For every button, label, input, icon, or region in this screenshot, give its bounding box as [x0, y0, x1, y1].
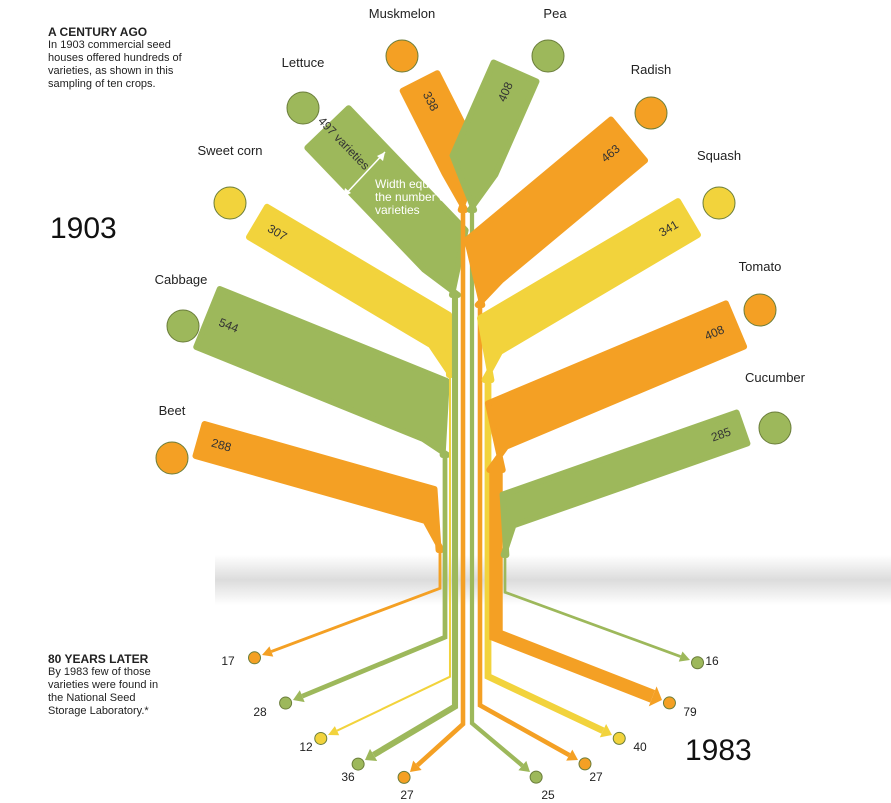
header-text: By 1983 few of those varieties were foun…	[48, 666, 158, 717]
crop-name: Sweet corn	[197, 143, 262, 158]
crop-icon-small	[530, 771, 542, 783]
crop-name: Tomato	[739, 259, 782, 274]
branch-1903	[453, 63, 537, 210]
value-label-1983: 36	[341, 770, 355, 784]
crop-icon	[287, 92, 319, 124]
crop-icon-small	[315, 732, 327, 744]
header-1983: 80 YEARS LATER By 1983 few of those vari…	[48, 653, 173, 718]
crop-icon-small	[352, 758, 364, 770]
crop-name: Muskmelon	[369, 6, 435, 21]
crop-name: Squash	[697, 148, 741, 163]
crop-icon	[156, 442, 188, 474]
crop-icon	[703, 187, 735, 219]
crop-name: Lettuce	[282, 55, 325, 70]
year-label: 1903	[50, 212, 117, 246]
crop-icon-small	[579, 758, 591, 770]
header-title: A CENTURY AGO	[48, 26, 188, 39]
header-text: In 1903 commercial seed houses offered h…	[48, 39, 182, 90]
value-label-1983: 12	[299, 740, 313, 754]
crop-icon-small	[663, 697, 675, 709]
crop-icon-small	[249, 652, 261, 664]
crop-icon	[167, 310, 199, 342]
crop-icon-small	[692, 657, 704, 669]
value-label-1983: 28	[253, 705, 267, 719]
value-label-1983: 25	[541, 788, 555, 802]
header-1903: A CENTURY AGO In 1903 commercial seed ho…	[48, 26, 188, 91]
value-label-1983: 27	[589, 770, 603, 784]
crop-icon	[214, 187, 246, 219]
crop-name: Cucumber	[745, 370, 806, 385]
value-label-1983: 79	[683, 705, 697, 719]
crop-icon	[744, 294, 776, 326]
page: 288Beet17544Cabbage28307Sweet corn12497 …	[0, 0, 891, 803]
crop-icon-small	[613, 732, 625, 744]
value-label-1983: 16	[705, 654, 719, 668]
crop-icon	[635, 97, 667, 129]
crop-icon-small	[398, 771, 410, 783]
crop-icon	[759, 412, 791, 444]
crop-icon	[386, 40, 418, 72]
crop-name: Cabbage	[155, 272, 208, 287]
crop-name: Radish	[631, 62, 671, 77]
year-label: 1983	[685, 734, 752, 768]
crop-name: Pea	[543, 6, 567, 21]
crop-icon-small	[280, 697, 292, 709]
crop-icon	[532, 40, 564, 72]
annotation: Width equals the number of varieties	[375, 178, 455, 217]
crop-name: Beet	[159, 403, 186, 418]
divider-shade	[215, 555, 891, 605]
value-label-1983: 27	[400, 788, 414, 802]
value-label-1983: 17	[221, 654, 235, 668]
value-label-1983: 40	[633, 740, 647, 754]
header-title: 80 YEARS LATER	[48, 653, 173, 666]
